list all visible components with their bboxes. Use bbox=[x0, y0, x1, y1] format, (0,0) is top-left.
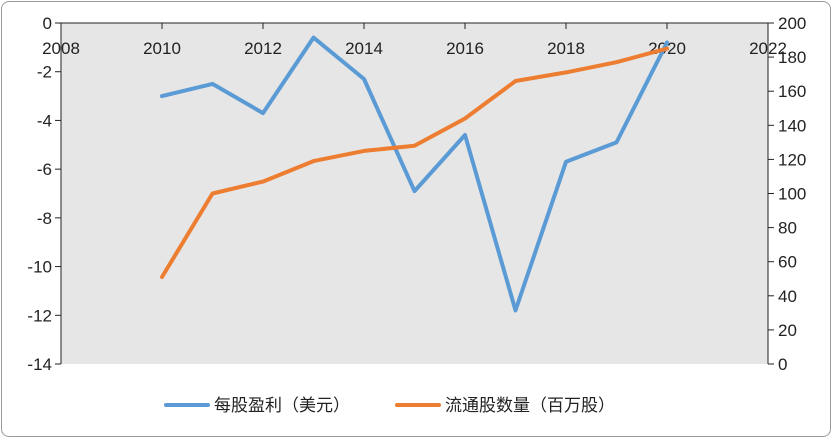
right-axis-tick-label: 120 bbox=[778, 150, 806, 169]
left-axis-tick-label: -12 bbox=[27, 306, 52, 325]
right-axis-tick-label: 0 bbox=[778, 355, 787, 374]
left-axis-tick-label: -4 bbox=[37, 111, 52, 130]
series-line-eps bbox=[160, 35, 669, 313]
right-axis-tick-label: 60 bbox=[778, 253, 797, 272]
left-axis-tick-label: 0 bbox=[43, 14, 52, 33]
plot-area bbox=[61, 23, 768, 364]
right-axis-tick-label: 180 bbox=[778, 48, 806, 67]
x-axis-tick-label: 2010 bbox=[143, 39, 181, 58]
x-axis-tick-label: 2014 bbox=[345, 39, 383, 58]
left-axis-tick-label: -2 bbox=[37, 63, 52, 82]
series-line-shares bbox=[160, 46, 669, 279]
x-axis-tick-label: 2018 bbox=[547, 39, 585, 58]
legend-label: 每股盈利（美元） bbox=[214, 396, 350, 416]
right-axis-tick-label: 80 bbox=[778, 219, 797, 238]
x-axis-tick-label: 2008 bbox=[42, 39, 80, 58]
left-axis-tick-label: -10 bbox=[27, 258, 52, 277]
x-axis-tick-label: 2022 bbox=[749, 39, 787, 58]
right-axis-tick-label: 200 bbox=[778, 14, 806, 33]
x-axis-tick-label: 2016 bbox=[446, 39, 484, 58]
right-axis-tick-label: 160 bbox=[778, 82, 806, 101]
legend-label: 流通股数量（百万股） bbox=[445, 396, 615, 416]
left-axis-tick-label: -6 bbox=[37, 160, 52, 179]
right-axis-tick-label: 140 bbox=[778, 116, 806, 135]
right-axis-tick-label: 20 bbox=[778, 321, 797, 340]
right-axis-tick-label: 100 bbox=[778, 185, 806, 204]
right-axis-tick-label: 40 bbox=[778, 287, 797, 306]
left-axis-tick-label: -14 bbox=[27, 355, 52, 374]
left-axis-tick-label: -8 bbox=[37, 209, 52, 228]
x-axis-tick-label: 2012 bbox=[244, 39, 282, 58]
